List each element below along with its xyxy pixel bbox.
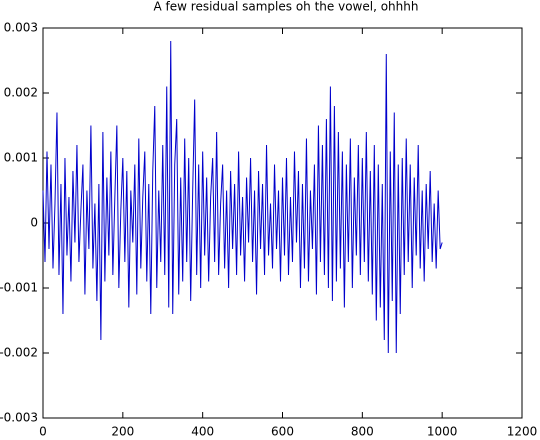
x-tick-label: 800 [351,425,374,439]
x-tick-label: 600 [271,425,294,439]
y-tick-label: -0.002 [0,346,38,360]
y-tick-label: 0.003 [4,21,38,35]
y-tick-label: -0.003 [0,411,38,425]
x-tick-label: 1200 [507,425,538,439]
y-tick-label: 0 [30,216,38,230]
chart-title: A few residual samples oh the vowel, ohh… [154,0,419,14]
y-tick-label: 0.002 [4,86,38,100]
x-tick-label: 400 [191,425,214,439]
x-tick-label: 0 [39,425,47,439]
x-tick-label: 200 [111,425,134,439]
series-line [42,40,443,354]
y-tick-label: 0.001 [4,151,38,165]
x-tick-label: 1000 [427,425,458,439]
plot-frame [42,27,523,419]
y-tick-label: -0.001 [0,281,38,295]
